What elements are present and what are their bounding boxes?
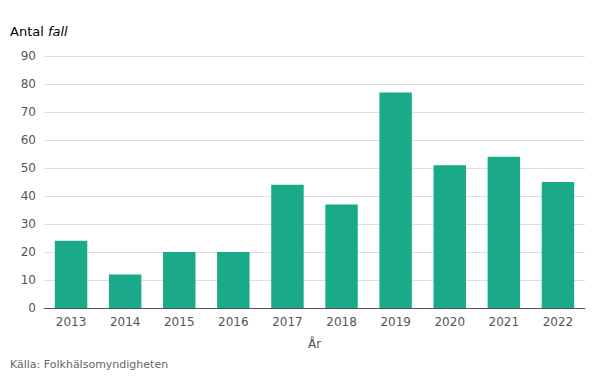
svg-text:2018: 2018 <box>326 315 357 329</box>
svg-text:2017: 2017 <box>272 315 303 329</box>
svg-text:90: 90 <box>21 49 36 63</box>
svg-text:2015: 2015 <box>164 315 195 329</box>
svg-text:Antal: Antal <box>10 24 48 39</box>
svg-text:30: 30 <box>21 217 36 231</box>
svg-text:20: 20 <box>21 245 36 259</box>
svg-text:Källa: Folkhälsomyndigheten: Källa: Folkhälsomyndigheten <box>10 358 168 371</box>
svg-text:2014: 2014 <box>110 315 141 329</box>
svg-text:År: År <box>308 336 321 351</box>
svg-text:2019: 2019 <box>380 315 411 329</box>
svg-text:70: 70 <box>21 105 36 119</box>
svg-text:0: 0 <box>28 301 36 315</box>
svg-text:40: 40 <box>21 189 36 203</box>
svg-text:2021: 2021 <box>489 315 520 329</box>
svg-text:2013: 2013 <box>56 315 87 329</box>
svg-text:2022: 2022 <box>543 315 574 329</box>
svg-text:10: 10 <box>21 273 36 287</box>
svg-text:80: 80 <box>21 77 36 91</box>
svg-text:60: 60 <box>21 133 36 147</box>
svg-text:50: 50 <box>21 161 36 175</box>
svg-text:fall: fall <box>48 24 68 39</box>
svg-text:2016: 2016 <box>218 315 249 329</box>
svg-text:2020: 2020 <box>434 315 465 329</box>
